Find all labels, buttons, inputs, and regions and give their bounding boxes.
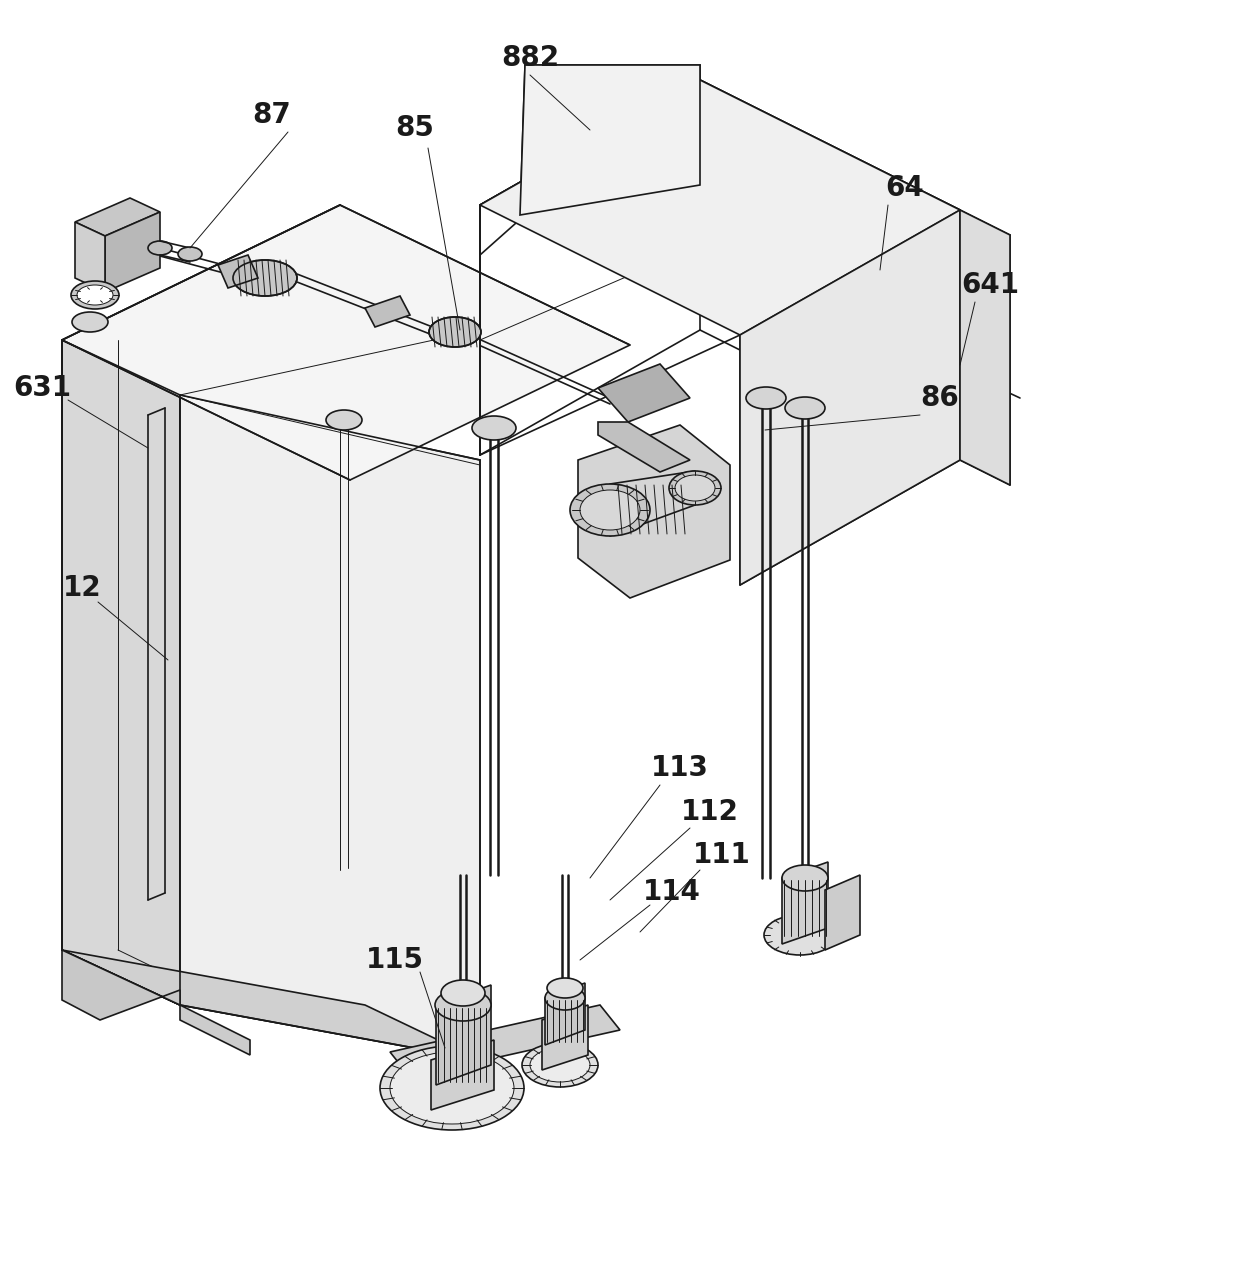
Polygon shape bbox=[218, 255, 258, 288]
Polygon shape bbox=[62, 950, 480, 1060]
Polygon shape bbox=[480, 81, 960, 335]
Ellipse shape bbox=[77, 285, 113, 305]
Polygon shape bbox=[62, 340, 180, 1005]
Text: 114: 114 bbox=[644, 878, 701, 906]
Ellipse shape bbox=[326, 410, 362, 430]
Ellipse shape bbox=[441, 980, 485, 1006]
Text: 12: 12 bbox=[63, 573, 102, 602]
Ellipse shape bbox=[670, 471, 720, 506]
Ellipse shape bbox=[522, 1043, 598, 1087]
Polygon shape bbox=[520, 65, 701, 215]
Ellipse shape bbox=[391, 1052, 515, 1124]
Ellipse shape bbox=[179, 247, 202, 261]
Ellipse shape bbox=[570, 484, 650, 536]
Text: 641: 641 bbox=[961, 271, 1019, 300]
Polygon shape bbox=[436, 986, 491, 1085]
Text: 115: 115 bbox=[366, 946, 424, 974]
Ellipse shape bbox=[529, 1048, 590, 1082]
Ellipse shape bbox=[785, 397, 825, 419]
Polygon shape bbox=[960, 210, 1011, 485]
Polygon shape bbox=[180, 396, 480, 1060]
Polygon shape bbox=[578, 425, 730, 598]
Ellipse shape bbox=[580, 490, 640, 530]
Ellipse shape bbox=[429, 317, 481, 347]
Polygon shape bbox=[598, 422, 689, 472]
Ellipse shape bbox=[379, 1046, 525, 1130]
Ellipse shape bbox=[233, 260, 298, 296]
Polygon shape bbox=[542, 1005, 588, 1070]
Ellipse shape bbox=[746, 387, 786, 410]
Text: 111: 111 bbox=[693, 841, 751, 869]
Ellipse shape bbox=[71, 282, 119, 308]
Ellipse shape bbox=[435, 989, 491, 1021]
Polygon shape bbox=[782, 861, 828, 945]
Ellipse shape bbox=[547, 978, 583, 998]
Polygon shape bbox=[825, 876, 861, 950]
Text: 882: 882 bbox=[501, 44, 559, 72]
Polygon shape bbox=[432, 1039, 494, 1110]
Ellipse shape bbox=[72, 312, 108, 332]
Polygon shape bbox=[391, 1005, 620, 1076]
Text: 86: 86 bbox=[920, 384, 960, 412]
Ellipse shape bbox=[148, 241, 172, 255]
Ellipse shape bbox=[546, 986, 585, 1010]
Ellipse shape bbox=[472, 416, 516, 440]
Text: 85: 85 bbox=[396, 114, 434, 142]
Ellipse shape bbox=[782, 865, 828, 891]
Text: 113: 113 bbox=[651, 754, 709, 782]
Text: 112: 112 bbox=[681, 797, 739, 826]
Polygon shape bbox=[180, 1005, 250, 1055]
Polygon shape bbox=[74, 198, 160, 236]
Text: 64: 64 bbox=[885, 174, 924, 202]
Polygon shape bbox=[546, 983, 585, 1044]
Polygon shape bbox=[365, 296, 410, 326]
Polygon shape bbox=[598, 364, 689, 422]
Polygon shape bbox=[62, 205, 630, 480]
Text: 631: 631 bbox=[12, 374, 71, 402]
Polygon shape bbox=[105, 212, 160, 292]
Ellipse shape bbox=[764, 915, 836, 955]
Polygon shape bbox=[62, 950, 180, 1020]
Polygon shape bbox=[740, 210, 960, 585]
Polygon shape bbox=[74, 221, 105, 292]
Text: 87: 87 bbox=[253, 101, 291, 129]
Ellipse shape bbox=[675, 475, 715, 500]
